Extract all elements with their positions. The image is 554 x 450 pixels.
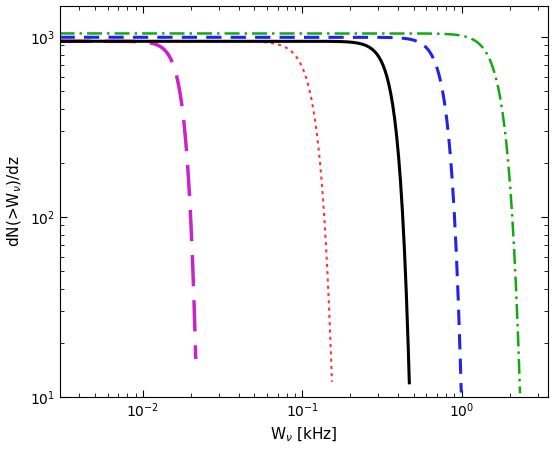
X-axis label: W$_{\nu}$ [kHz]: W$_{\nu}$ [kHz] [270,426,338,445]
Y-axis label: dN(>W$_{\nu}$)/dz: dN(>W$_{\nu}$)/dz [6,156,24,247]
